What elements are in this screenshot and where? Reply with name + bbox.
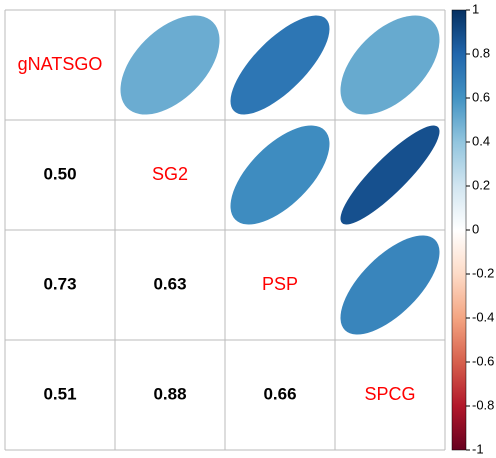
- colorbar-tick-label: -0.6: [472, 353, 494, 368]
- colorbar-tick-label: -0.8: [472, 397, 494, 412]
- value-label: 0.73: [43, 274, 76, 293]
- variable-label: SPCG: [364, 384, 415, 404]
- colorbar-tick-label: 0.6: [472, 89, 490, 104]
- colorbar-tick-label: -1: [472, 441, 484, 456]
- value-label: 0.51: [43, 384, 76, 403]
- variable-label: PSP: [262, 274, 298, 294]
- correlation-ellipse: [120, 15, 220, 115]
- value-label: 0.66: [263, 384, 296, 403]
- correlation-ellipse: [340, 125, 440, 225]
- correlation-ellipse: [340, 15, 440, 115]
- variable-label: SG2: [152, 164, 188, 184]
- colorbar-tick-label: 1: [472, 1, 479, 16]
- value-label: 0.50: [43, 164, 76, 183]
- colorbar-tick-label: -0.4: [472, 309, 494, 324]
- variable-label: gNATSGO: [18, 54, 103, 74]
- colorbar-tick-label: 0.8: [472, 45, 490, 60]
- colorbar-tick-label: -0.2: [472, 265, 494, 280]
- correlation-ellipse: [230, 125, 330, 225]
- colorbar: [451, 9, 467, 451]
- correlation-ellipse: [340, 235, 440, 335]
- value-label: 0.63: [153, 274, 186, 293]
- correlation-ellipse: [230, 15, 330, 115]
- colorbar-tick-label: 0.2: [472, 177, 490, 192]
- colorbar-tick-label: 0.4: [472, 133, 490, 148]
- colorbar-tick-label: 0: [472, 221, 479, 236]
- value-label: 0.88: [153, 384, 186, 403]
